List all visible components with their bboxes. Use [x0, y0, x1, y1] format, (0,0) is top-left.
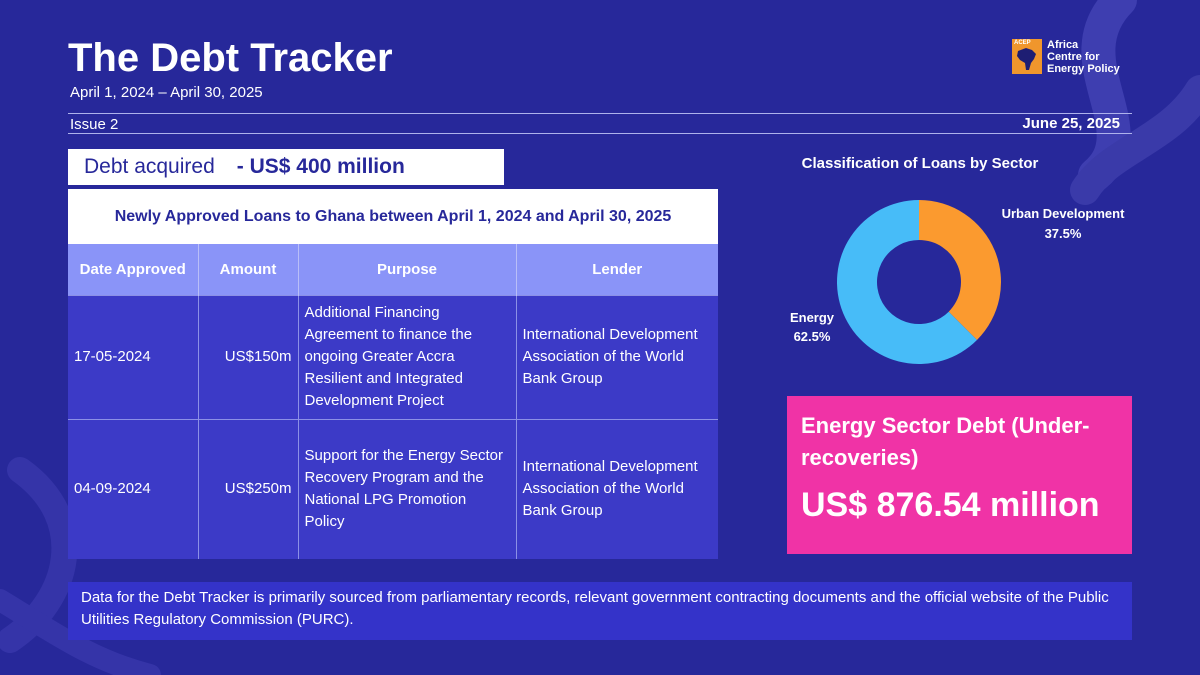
logo-abbreviation: ACEP: [1014, 40, 1031, 46]
logo-line-2: Centre for: [1047, 51, 1100, 63]
donut-slice-energy: [836, 200, 977, 365]
loans-table-title: Newly Approved Loans to Ghana between Ap…: [68, 189, 718, 244]
header-rule-bottom: [68, 133, 1132, 134]
logo-text: Africa Centre for Energy Policy: [1047, 39, 1120, 75]
slice-value-label: 37.5%: [1045, 226, 1082, 241]
slice-label: Urban Development: [1002, 206, 1125, 221]
slice-label: Energy: [790, 310, 835, 325]
logo-line-1: Africa: [1047, 39, 1079, 51]
report-period: April 1, 2024 – April 30, 2025: [70, 84, 263, 101]
cell-date: 04-09-2024: [68, 418, 199, 559]
cell-amount: US$150m: [198, 294, 299, 419]
table-header-row: Date Approved Amount Purpose Lender: [68, 244, 718, 295]
energy-debt-title: Energy Sector Debt (Under-recoveries): [801, 413, 1090, 470]
debt-acquired-box: Debt acquired - US$ 400 million: [68, 149, 504, 185]
table-row: 17-05-2024 US$150m Additional Financing …: [68, 294, 718, 419]
column-header-lender: Lender: [516, 244, 718, 295]
column-header-date: Date Approved: [68, 244, 199, 295]
energy-debt-box: Energy Sector Debt (Under-recoveries) US…: [787, 396, 1132, 554]
publication-date: June 25, 2025: [1022, 115, 1120, 132]
logo-line-3: Energy Policy: [1047, 63, 1120, 75]
cell-date: 17-05-2024: [68, 294, 199, 419]
page-title: The Debt Tracker: [68, 36, 393, 80]
table-row: 04-09-2024 US$250m Support for the Energ…: [68, 418, 718, 559]
africa-map-icon: ACEP: [1012, 39, 1042, 74]
donut-slice-urban-development: [919, 200, 1001, 340]
column-header-amount: Amount: [198, 244, 299, 295]
issue-number: Issue 2: [70, 116, 119, 133]
slice-value-label: 62.5%: [794, 329, 831, 344]
debt-acquired-label: Debt acquired: [84, 155, 215, 178]
debt-acquired-value: - US$ 400 million: [236, 155, 405, 178]
acep-logo: ACEP Africa Centre for Energy Policy: [1012, 39, 1120, 75]
cell-lender: International Development Association of…: [516, 294, 718, 419]
cell-amount: US$250m: [198, 418, 299, 559]
loans-table: Date Approved Amount Purpose Lender 17-0…: [68, 244, 718, 559]
source-footnote: Data for the Debt Tracker is primarily s…: [68, 582, 1132, 640]
cell-purpose: Additional Financing Agreement to financ…: [298, 294, 517, 419]
cell-lender: International Development Association of…: [516, 418, 718, 559]
header-rule-top: [68, 113, 1132, 114]
column-header-purpose: Purpose: [298, 244, 517, 295]
chart-title: Classification of Loans by Sector: [801, 155, 1039, 172]
cell-purpose: Support for the Energy Sector Recovery P…: [298, 418, 517, 559]
energy-debt-value: US$ 876.54 million: [801, 486, 1100, 524]
